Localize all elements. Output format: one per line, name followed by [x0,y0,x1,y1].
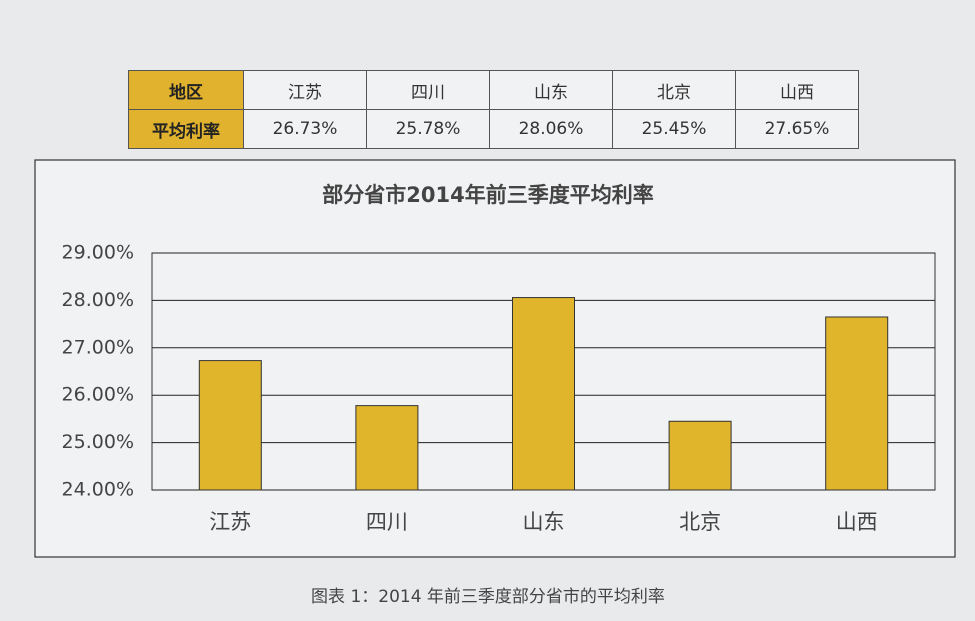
chart-frame [34,159,956,558]
bar [668,420,732,491]
x-tick-label: 四川 [366,510,408,534]
table-cell: 25.45% [612,109,736,149]
bar [825,316,889,491]
y-tick-label: 26.00% [62,384,134,406]
row-header: 地区 [128,70,244,110]
y-tick-label: 27.00% [62,336,134,358]
x-tick-label: 山西 [836,510,878,534]
y-tick-label: 28.00% [62,289,134,311]
row-header: 平均利率 [128,109,244,149]
y-tick-label: 29.00% [62,242,134,264]
table-row: 平均利率 26.73% 25.78% 28.06% 25.45% 27.65% [128,109,859,149]
table-cell: 山东 [489,70,613,110]
table-row: 地区 江苏 四川 山东 北京 山西 [128,70,859,110]
x-tick-label: 北京 [679,510,721,534]
y-tick-label: 24.00% [62,479,134,501]
caption: 图表 1：2014 年前三季度部分省市的平均利率 [311,587,665,607]
bar [355,405,419,491]
y-tick-label: 25.00% [62,431,134,453]
data-table: 地区 江苏 四川 山东 北京 山西 平均利率 26.73% 25.78% 28.06% 25.45%… [128,70,859,149]
table-cell: 山西 [735,70,859,110]
x-tick-label: 山东 [523,510,565,534]
table-cell: 北京 [612,70,736,110]
bar [198,360,262,491]
x-tick-label: 江苏 [209,510,251,534]
table-cell: 27.65% [735,109,859,149]
bar [512,297,575,491]
table-cell: 26.73% [243,109,367,149]
table-cell: 25.78% [366,109,490,149]
table-cell: 28.06% [489,109,613,149]
chart-title: 部分省市2014年前三季度平均利率 [322,183,653,207]
